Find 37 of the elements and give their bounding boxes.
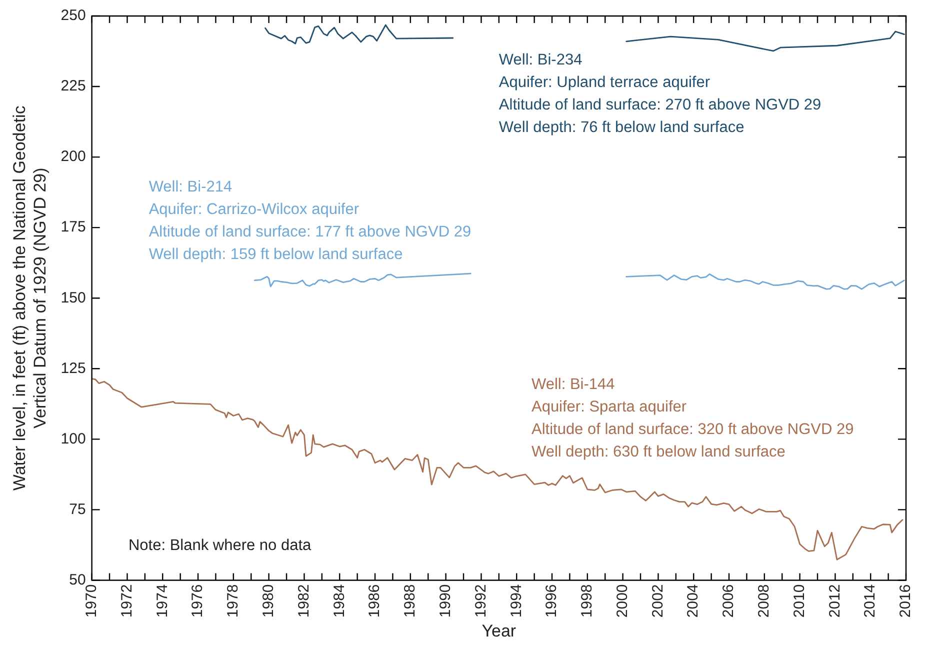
x-tick-label: 2016 xyxy=(897,584,914,618)
x-tick-label: 1990 xyxy=(436,584,454,618)
x-axis-title: Year xyxy=(482,621,516,640)
x-tick-label: 1982 xyxy=(295,584,312,618)
x-tick-label: 2010 xyxy=(790,584,808,618)
x-tick-label: 1988 xyxy=(402,584,419,618)
x-tick-label: 1992 xyxy=(472,584,490,618)
x-tick-label: 1978 xyxy=(224,584,242,618)
x-tick-label: 1980 xyxy=(260,584,277,618)
y-tick-label: 175 xyxy=(60,218,86,236)
y-tick-label: 250 xyxy=(60,7,86,24)
y-tick-label: 225 xyxy=(60,78,86,95)
x-tick-label: 1986 xyxy=(366,584,384,618)
x-tick-label: 2008 xyxy=(756,584,773,618)
x-tick-label: 1974 xyxy=(154,584,171,618)
y-tick-label: 75 xyxy=(69,500,86,518)
x-tick-label: 2004 xyxy=(684,584,702,618)
y-tick-label: 200 xyxy=(60,148,86,166)
annotation: Well: Bi-144 Aquifer: Sparta aquifer Altitude of land surface: 320 ft above NGVD 29 Well depth: 630 ft below land surface xyxy=(531,376,854,461)
x-tick-label: 2014 xyxy=(862,584,879,618)
x-tick-label: 1998 xyxy=(578,584,596,618)
x-tick-label: 2000 xyxy=(614,584,631,618)
y-tick-label: 100 xyxy=(60,430,86,448)
x-tick-label: 1994 xyxy=(508,584,525,618)
x-tick-label: 2012 xyxy=(826,584,844,618)
x-tick-label: 1976 xyxy=(189,584,206,618)
y-tick-label: 125 xyxy=(60,360,86,377)
x-tick-label: 2006 xyxy=(720,584,738,618)
y-axis-title: Water level, in feet (ft) above the National Geodetic Vertical Datum of 1929 (NGVD 29) xyxy=(10,105,50,491)
x-tick-label: 2002 xyxy=(649,584,666,618)
x-tick-label: 1972 xyxy=(118,584,136,618)
annotation: Well: Bi-214 Aquifer: Carrizo-Wilcox aquifer Altitude of land surface: 177 ft above NGVD 29 Well depth: 159 ft below land surface xyxy=(148,178,472,264)
y-tick-label: 150 xyxy=(60,289,86,306)
annotation: Well: Bi-234 Aquifer: Upland terrace aquifer Altitude of land surface: 270 ft above NGVD 29 Well depth: 76 ft below land surface xyxy=(498,52,822,136)
x-tick-label: 1996 xyxy=(543,584,560,618)
x-tick-label: 1984 xyxy=(330,584,348,618)
annotation: Note: Blank where no data xyxy=(128,536,312,554)
